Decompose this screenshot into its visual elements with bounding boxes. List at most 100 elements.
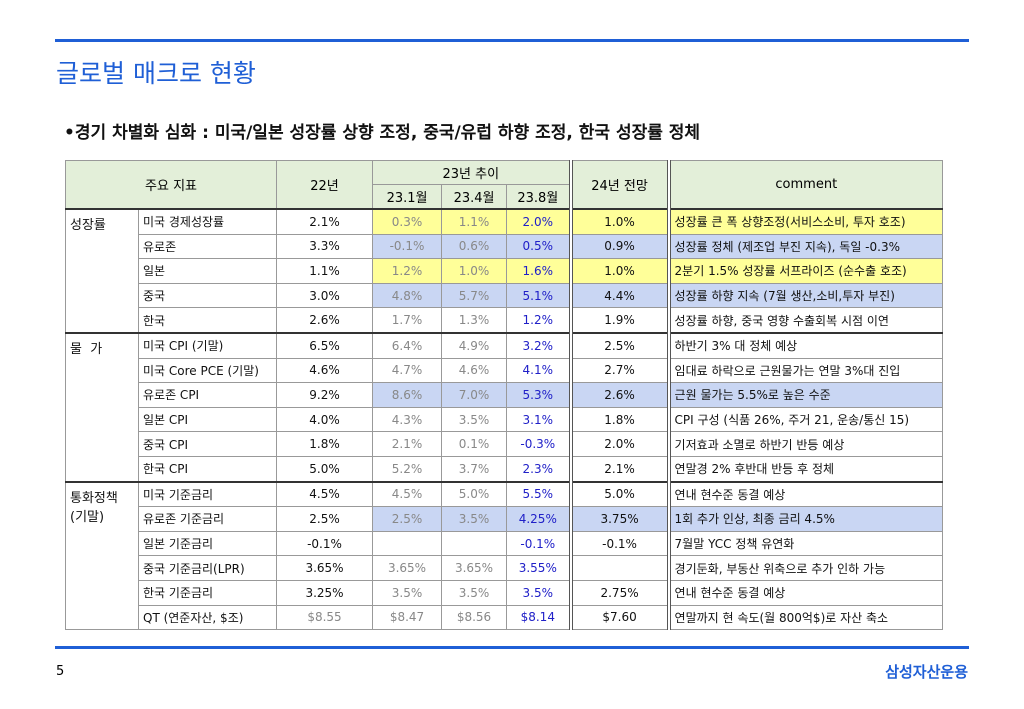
table-body: 성장률 미국 경제성장률 2.1% 0.3% 1.1% 2.0% 1.0% 성장률 큰 폭 상…	[65, 207, 944, 631]
indicator-cell: 유로존 CPI	[137, 382, 278, 408]
slide-title: 글로벌 매크로 현황	[56, 59, 256, 88]
table-row: 한국 CPI 5.0% 5.2% 3.7% 2.3% 2.1% 연말경 2% 후반대 반등 …	[66, 455, 944, 483]
table-row: 일본 기준금리 -0.1% -0.1% -0.1% 7월말 YCC 정책 유연화	[66, 530, 944, 557]
value-cell: -0.1%	[506, 530, 573, 557]
indicator-cell: 일본	[137, 258, 278, 284]
value-cell: -0.1%	[276, 530, 374, 557]
value-cell: 3.3%	[276, 233, 374, 260]
indicator-cell: 중국 기준금리(LPR)	[137, 555, 278, 581]
value-cell: 0.5%	[506, 233, 573, 260]
value-cell: 3.2%	[506, 331, 573, 359]
forecast-cell: 1.0%	[570, 258, 671, 284]
comment-cell: 기저효과 소멸로 하반기 반등 예상	[668, 431, 944, 457]
table-row: 유로존 기준금리 2.5% 2.5% 3.5% 4.25% 3.75% 1회 추가 인상, …	[66, 506, 944, 532]
value-cell: 2.5%	[372, 506, 443, 532]
value-cell: 2.1%	[372, 431, 443, 457]
forecast-cell: 2.6%	[570, 382, 671, 408]
value-cell: 5.0%	[276, 455, 374, 483]
comment-cell: 성장률 하향 지속 (7월 생산,소비,투자 부진)	[668, 282, 944, 309]
value-cell: 4.25%	[506, 506, 573, 532]
forecast-cell: 0.9%	[570, 233, 671, 260]
header-cell: 23.4월	[441, 184, 508, 210]
value-cell: 5.7%	[441, 282, 508, 309]
forecast-cell: 1.8%	[570, 406, 671, 433]
comment-cell: 성장률 하향, 중국 영향 수출회복 시점 이연	[668, 307, 944, 334]
indicator-cell: 유로존 기준금리	[137, 506, 278, 532]
value-cell: 5.1%	[506, 282, 573, 309]
comment-cell: 7월말 YCC 정책 유연화	[668, 530, 944, 557]
indicator-cell: 미국 CPI (기말)	[137, 331, 278, 359]
page-number: 5	[56, 664, 65, 679]
value-cell: 4.9%	[441, 331, 508, 359]
value-cell: 3.65%	[276, 555, 374, 581]
value-cell: $8.14	[506, 604, 573, 631]
value-cell: 5.5%	[506, 480, 573, 508]
value-cell: 4.6%	[441, 357, 508, 384]
table-row: 중국 3.0% 4.8% 5.7% 5.1% 4.4% 성장률 하향 지속 (7월 생산,소…	[66, 282, 944, 309]
value-cell: 3.25%	[276, 579, 374, 606]
value-cell: 4.8%	[372, 282, 443, 309]
value-cell: 0.1%	[441, 431, 508, 457]
comment-cell: 성장률 정체 (제조업 부진 지속), 독일 -0.3%	[668, 233, 944, 260]
value-cell: 6.5%	[276, 331, 374, 359]
forecast-cell: 5.0%	[570, 480, 671, 508]
table-row: 유로존 CPI 9.2% 8.6% 7.0% 5.3% 2.6% 근원 물가는 5.5%로 …	[66, 382, 944, 408]
value-cell: 2.3%	[506, 455, 573, 483]
forecast-cell: $7.60	[570, 604, 671, 631]
value-cell: 2.6%	[276, 307, 374, 334]
table-row: 한국 2.6% 1.7% 1.3% 1.2% 1.9% 성장률 하향, 중국 영향 수출회복…	[66, 307, 944, 334]
value-cell: 4.0%	[276, 406, 374, 433]
value-cell: 4.7%	[372, 357, 443, 384]
indicator-cell: 유로존	[137, 233, 278, 260]
value-cell: 9.2%	[276, 382, 374, 408]
header-cell: 23년 추이	[372, 160, 573, 185]
value-cell: 3.5%	[441, 579, 508, 606]
group-label: 통화정책 (기말)	[65, 480, 139, 631]
table-row: 중국 기준금리(LPR) 3.65% 3.65% 3.65% 3.55% 경기둔화, 부동…	[66, 555, 944, 581]
table-row: 물 가 미국 CPI (기말) 6.5% 6.4% 4.9% 3.2% 2.5% 하반기 3%…	[65, 331, 944, 483]
value-cell: 5.3%	[506, 382, 573, 408]
value-cell: 6.4%	[372, 331, 443, 359]
value-cell: 4.5%	[372, 480, 443, 508]
table-row: 성장률 미국 경제성장률 2.1% 0.3% 1.1% 2.0% 1.0% 성장률 큰 폭 상…	[65, 207, 944, 334]
value-cell: 3.5%	[441, 406, 508, 433]
comment-cell: 연내 현수준 동결 예상	[668, 579, 944, 606]
comment-cell: 1회 추가 인상, 최종 금리 4.5%	[668, 506, 944, 532]
forecast-cell: 3.75%	[570, 506, 671, 532]
value-cell: $8.55	[276, 604, 374, 631]
macro-table: 주요 지표 22년 23년 추이 24년 전망 comment 23.1월 23…	[64, 160, 944, 631]
header-cell: 24년 전망	[570, 160, 671, 210]
comment-cell: 연말까지 현 속도(월 800억$)로 자산 축소	[668, 604, 944, 631]
value-cell: 5.0%	[441, 480, 508, 508]
indicator-cell: 미국 경제성장률	[137, 207, 278, 235]
table-row: 중국 CPI 1.8% 2.1% 0.1% -0.3% 2.0% 기저효과 소멸로 하반기 …	[66, 431, 944, 457]
header-cell: 22년	[276, 160, 374, 210]
bottom-rule	[55, 646, 969, 649]
comment-cell: 연말경 2% 후반대 반등 후 정체	[668, 455, 944, 483]
forecast-cell: 2.1%	[570, 455, 671, 483]
value-cell: 3.5%	[441, 506, 508, 532]
forecast-cell: 1.0%	[570, 207, 671, 235]
indicator-cell: 일본 CPI	[137, 406, 278, 433]
value-cell	[372, 530, 443, 557]
value-cell: 4.5%	[276, 480, 374, 508]
value-cell: 1.2%	[506, 307, 573, 334]
indicator-cell: 미국 Core PCE (기말)	[137, 357, 278, 384]
value-cell: 7.0%	[441, 382, 508, 408]
value-cell: 1.1%	[441, 207, 508, 235]
table-row: 미국 Core PCE (기말) 4.6% 4.7% 4.6% 4.1% 2.7% 임대료 …	[66, 357, 944, 384]
value-cell: 1.0%	[441, 258, 508, 284]
value-cell: 3.0%	[276, 282, 374, 309]
indicator-cell: 미국 기준금리	[137, 480, 278, 508]
value-cell: 3.5%	[372, 579, 443, 606]
table-row: 통화정책 (기말) 미국 기준금리 4.5% 4.5% 5.0% 5.5% 5.0% 연내 현…	[65, 480, 944, 631]
value-cell: 2.5%	[276, 506, 374, 532]
value-cell: 4.1%	[506, 357, 573, 384]
comment-cell: 2분기 1.5% 성장률 서프라이즈 (순수출 호조)	[668, 258, 944, 284]
table-row: 유로존 3.3% -0.1% 0.6% 0.5% 0.9% 성장률 정체 (제조업 부진 지…	[66, 233, 944, 260]
value-cell: -0.1%	[372, 233, 443, 260]
forecast-cell: 4.4%	[570, 282, 671, 309]
table-row: 한국 기준금리 3.25% 3.5% 3.5% 3.5% 2.75% 연내 현수준 동결 예…	[66, 579, 944, 606]
value-cell: 3.5%	[506, 579, 573, 606]
